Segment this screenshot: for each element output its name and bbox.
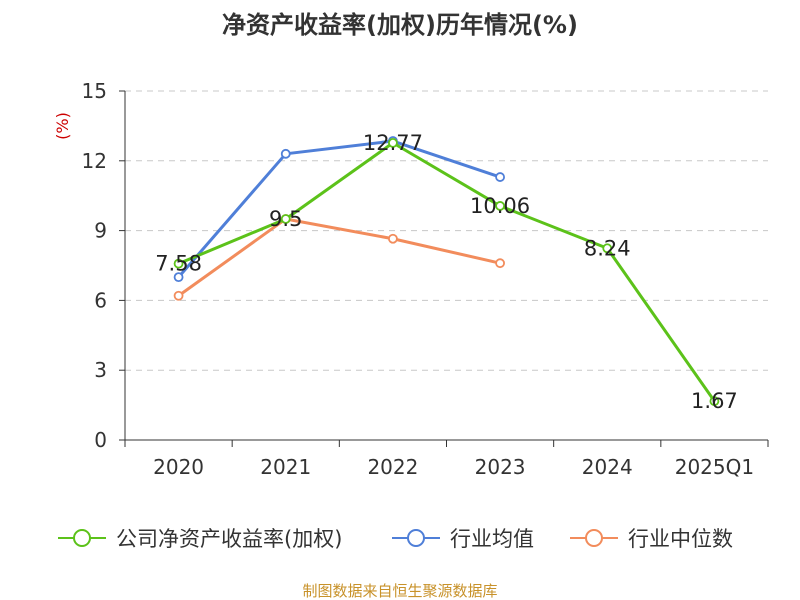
x-tick-label: 2025Q1 xyxy=(675,455,754,479)
y-tick-label: 9 xyxy=(94,219,107,243)
data-labels: 7.58 9.5 12.77 10.06 8.24 1.67 xyxy=(155,131,738,413)
y-tick-label: 3 xyxy=(94,358,107,382)
y-tick-label: 0 xyxy=(94,428,107,452)
data-point xyxy=(280,214,291,224)
legend-item-label: 行业均值 xyxy=(450,527,534,551)
y-tick-label: 12 xyxy=(82,149,107,173)
data-label: 10.06 xyxy=(470,194,530,218)
axes: 0 3 6 9 12 15 2020 2021 2022 2023 2024 2025Q1 xyxy=(82,79,769,479)
data-point xyxy=(495,172,505,182)
data-point xyxy=(173,272,184,283)
chart-title: 净资产收益率(加权)历年情况(%) xyxy=(222,11,578,39)
x-tick-label: 2024 xyxy=(582,455,633,479)
series-lines xyxy=(173,136,720,407)
legend-item-label: 公司净资产收益率(加权) xyxy=(116,527,342,551)
series-line xyxy=(177,217,501,297)
data-label: 12.77 xyxy=(363,131,423,155)
data-point xyxy=(388,233,398,244)
y-tick-label: 6 xyxy=(94,288,107,312)
x-tick-label: 2021 xyxy=(260,455,311,479)
data-point xyxy=(495,258,505,269)
legend[interactable]: 公司净资产收益率(加权) 行业均值 行业中位数 xyxy=(58,527,733,551)
x-tick-label: 2020 xyxy=(153,455,204,479)
x-tick-label: 2022 xyxy=(367,455,418,479)
x-tick-label: 2023 xyxy=(475,455,526,479)
y-axis-unit: (%) xyxy=(53,112,72,140)
legend-marker-circle xyxy=(585,529,603,547)
data-point xyxy=(173,290,184,301)
data-label: 1.67 xyxy=(691,389,738,413)
data-point xyxy=(602,243,613,254)
data-point xyxy=(280,148,291,159)
data-label: 9.5 xyxy=(269,207,302,231)
legend-marker-circle xyxy=(407,529,425,547)
gridlines xyxy=(125,90,768,371)
legend-item-label: 行业中位数 xyxy=(628,527,733,551)
data-point xyxy=(495,201,505,211)
source-note: 制图数据来自恒生聚源数据库 xyxy=(302,582,497,600)
data-point xyxy=(173,258,184,269)
data-point xyxy=(709,396,720,407)
series-line xyxy=(178,141,716,403)
series-line xyxy=(177,139,501,279)
data-label: 8.24 xyxy=(584,236,631,260)
y-tick-label: 15 xyxy=(82,79,107,103)
legend-marker-circle xyxy=(73,529,91,547)
data-label: 7.58 xyxy=(155,252,202,276)
data-point xyxy=(388,137,398,148)
